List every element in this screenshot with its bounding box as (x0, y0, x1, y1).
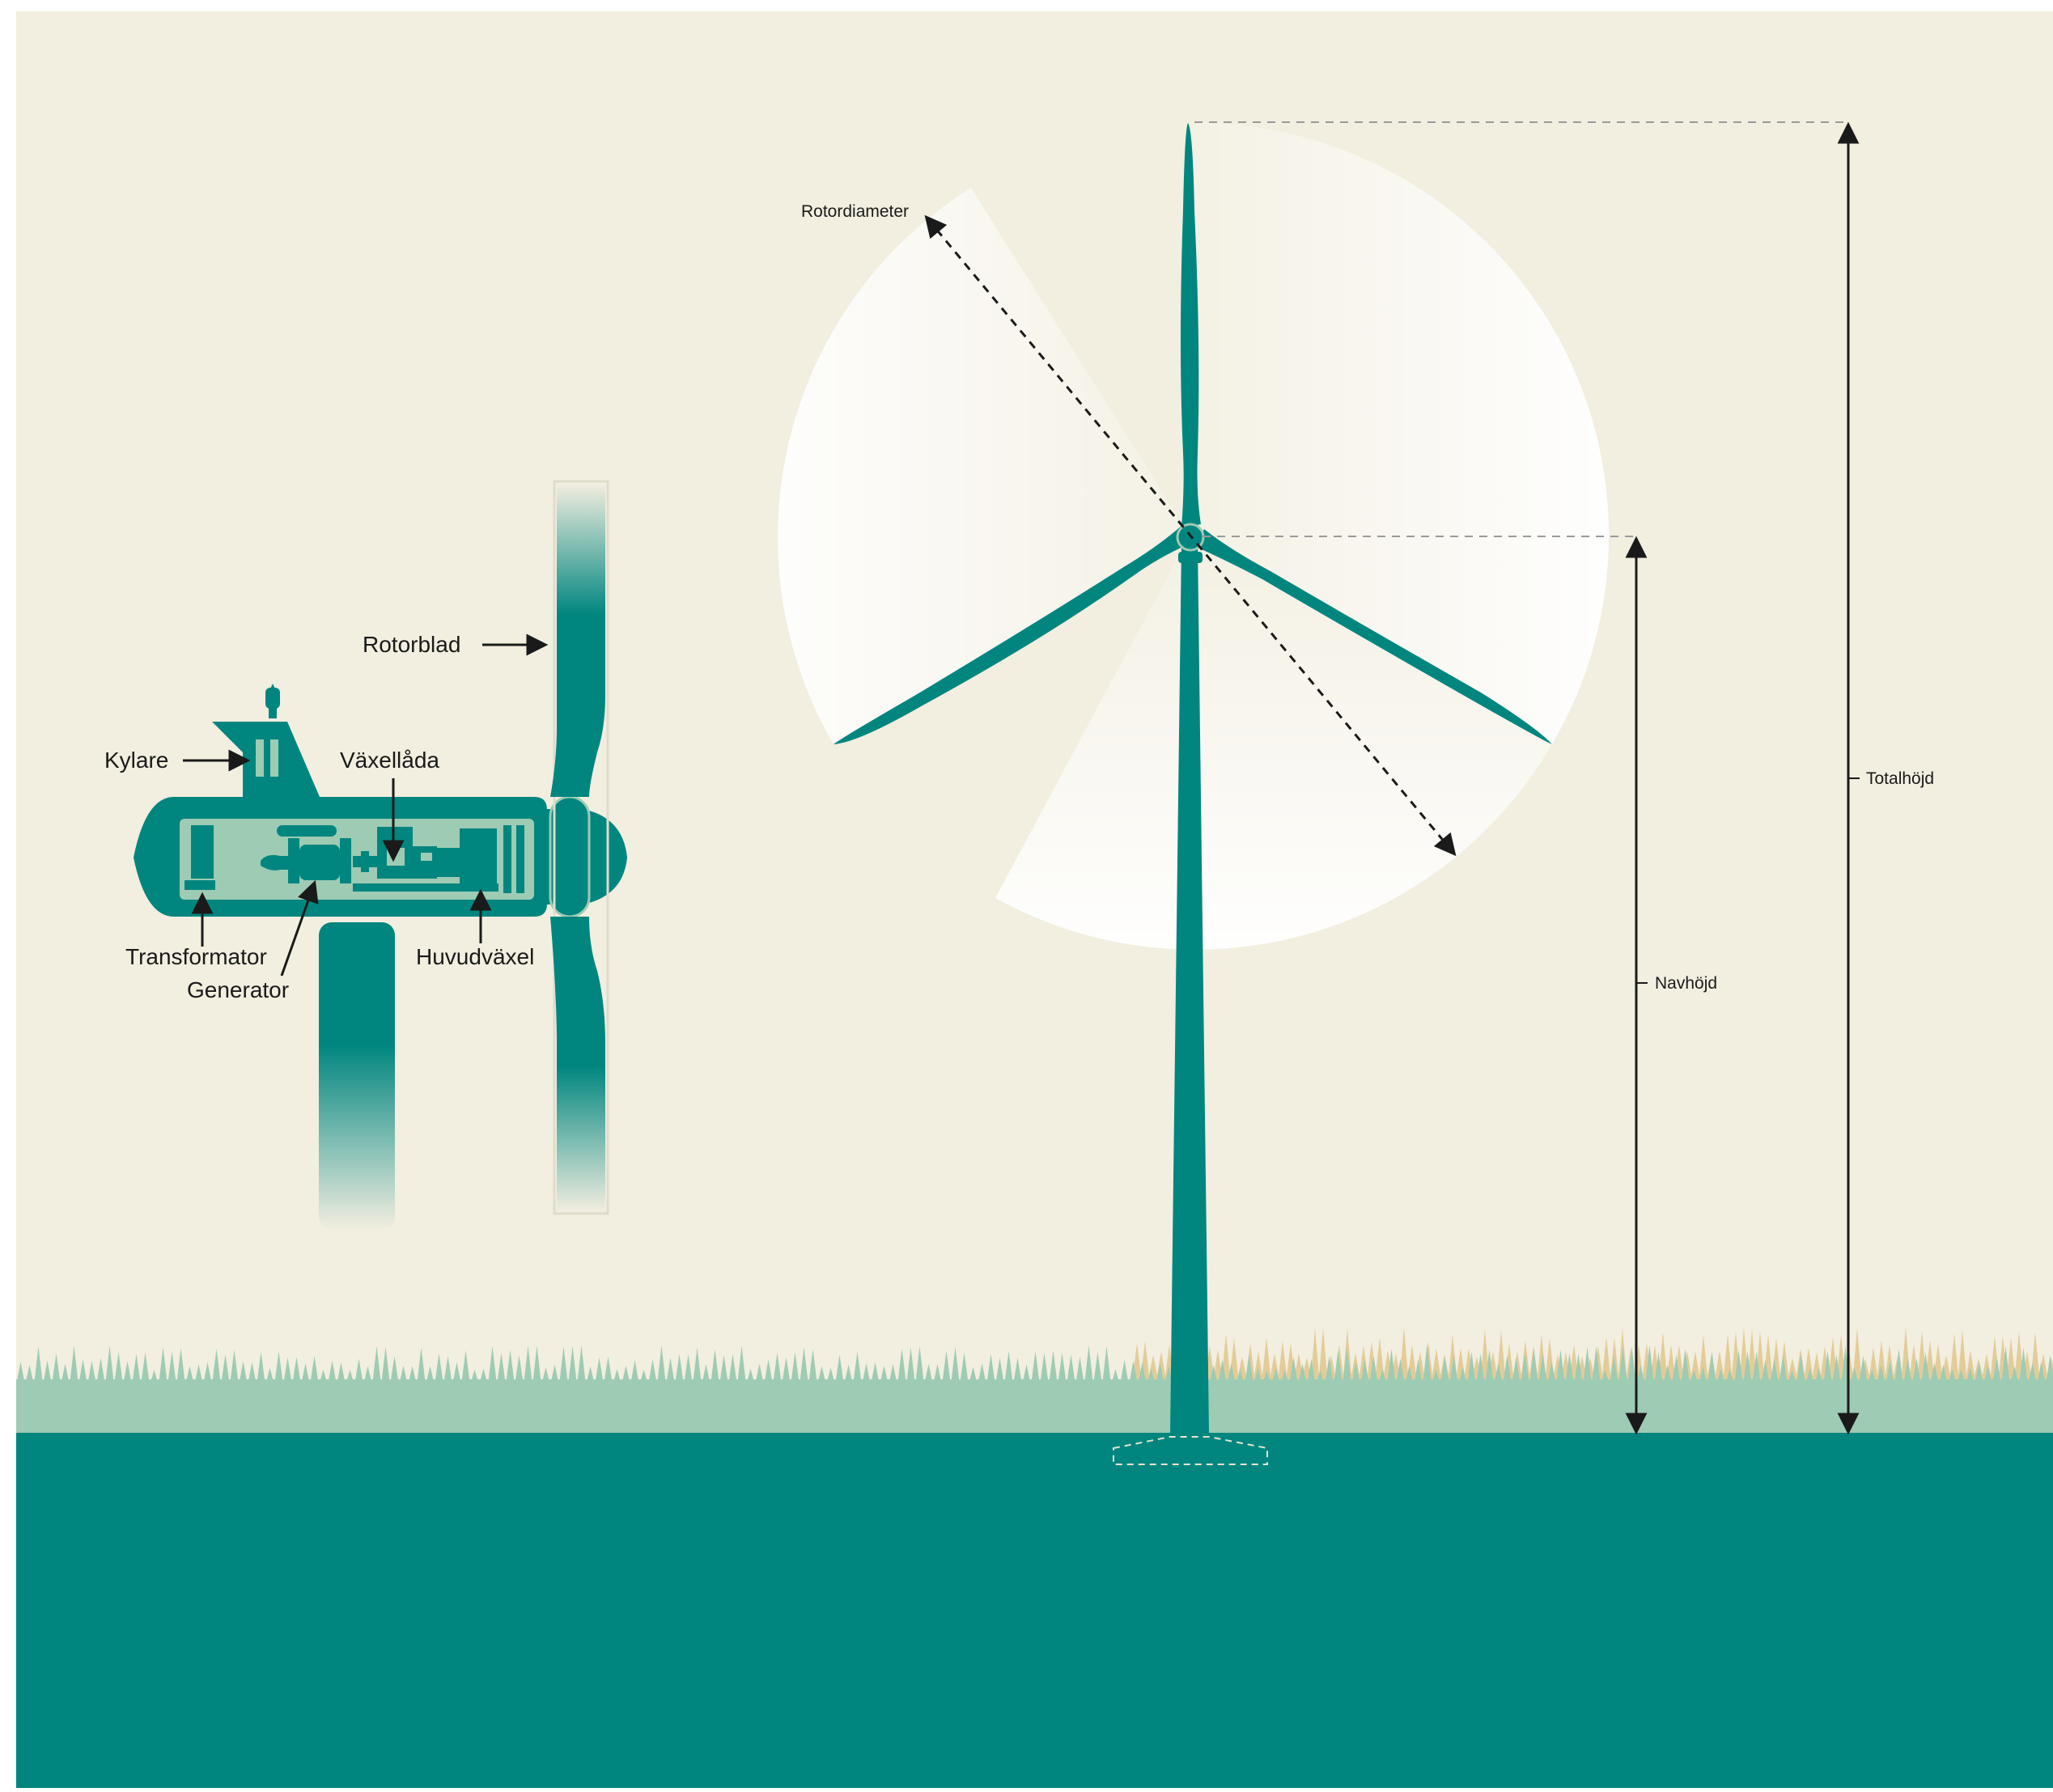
label-kylare: Kylare (104, 748, 168, 773)
label-generator: Generator (187, 977, 289, 1002)
ground (16, 1433, 2053, 1788)
label-totalhojd: Totalhöjd (1866, 769, 1934, 788)
tower-stub (319, 922, 395, 1230)
antenna-icon (265, 684, 280, 718)
label-huvudvaxel: Huvudväxel (416, 944, 534, 969)
nacelle-detail (134, 480, 627, 1230)
label-vaxellada: Växellåda (340, 748, 439, 773)
foundation (1113, 1436, 1268, 1465)
label-transformator: Transformator (125, 944, 267, 969)
label-rotordiameter: Rotordiameter (801, 202, 909, 221)
label-navhojd: Navhöjd (1655, 974, 1717, 993)
rotor-blade-vertical (550, 484, 605, 1212)
cooler-housing (212, 722, 320, 809)
blade-frame (553, 480, 609, 1215)
near-forest (16, 1345, 2053, 1434)
nacelle-labels: Rotorblad Kylare Växellåda Transformator… (104, 632, 549, 1002)
rotordiameter-line (924, 214, 1457, 857)
label-rotorblad: Rotorblad (363, 632, 460, 657)
arrow-icon (280, 879, 319, 976)
dimensions: Rotordiameter Navhöjd Totalhöjd (801, 121, 1934, 1435)
